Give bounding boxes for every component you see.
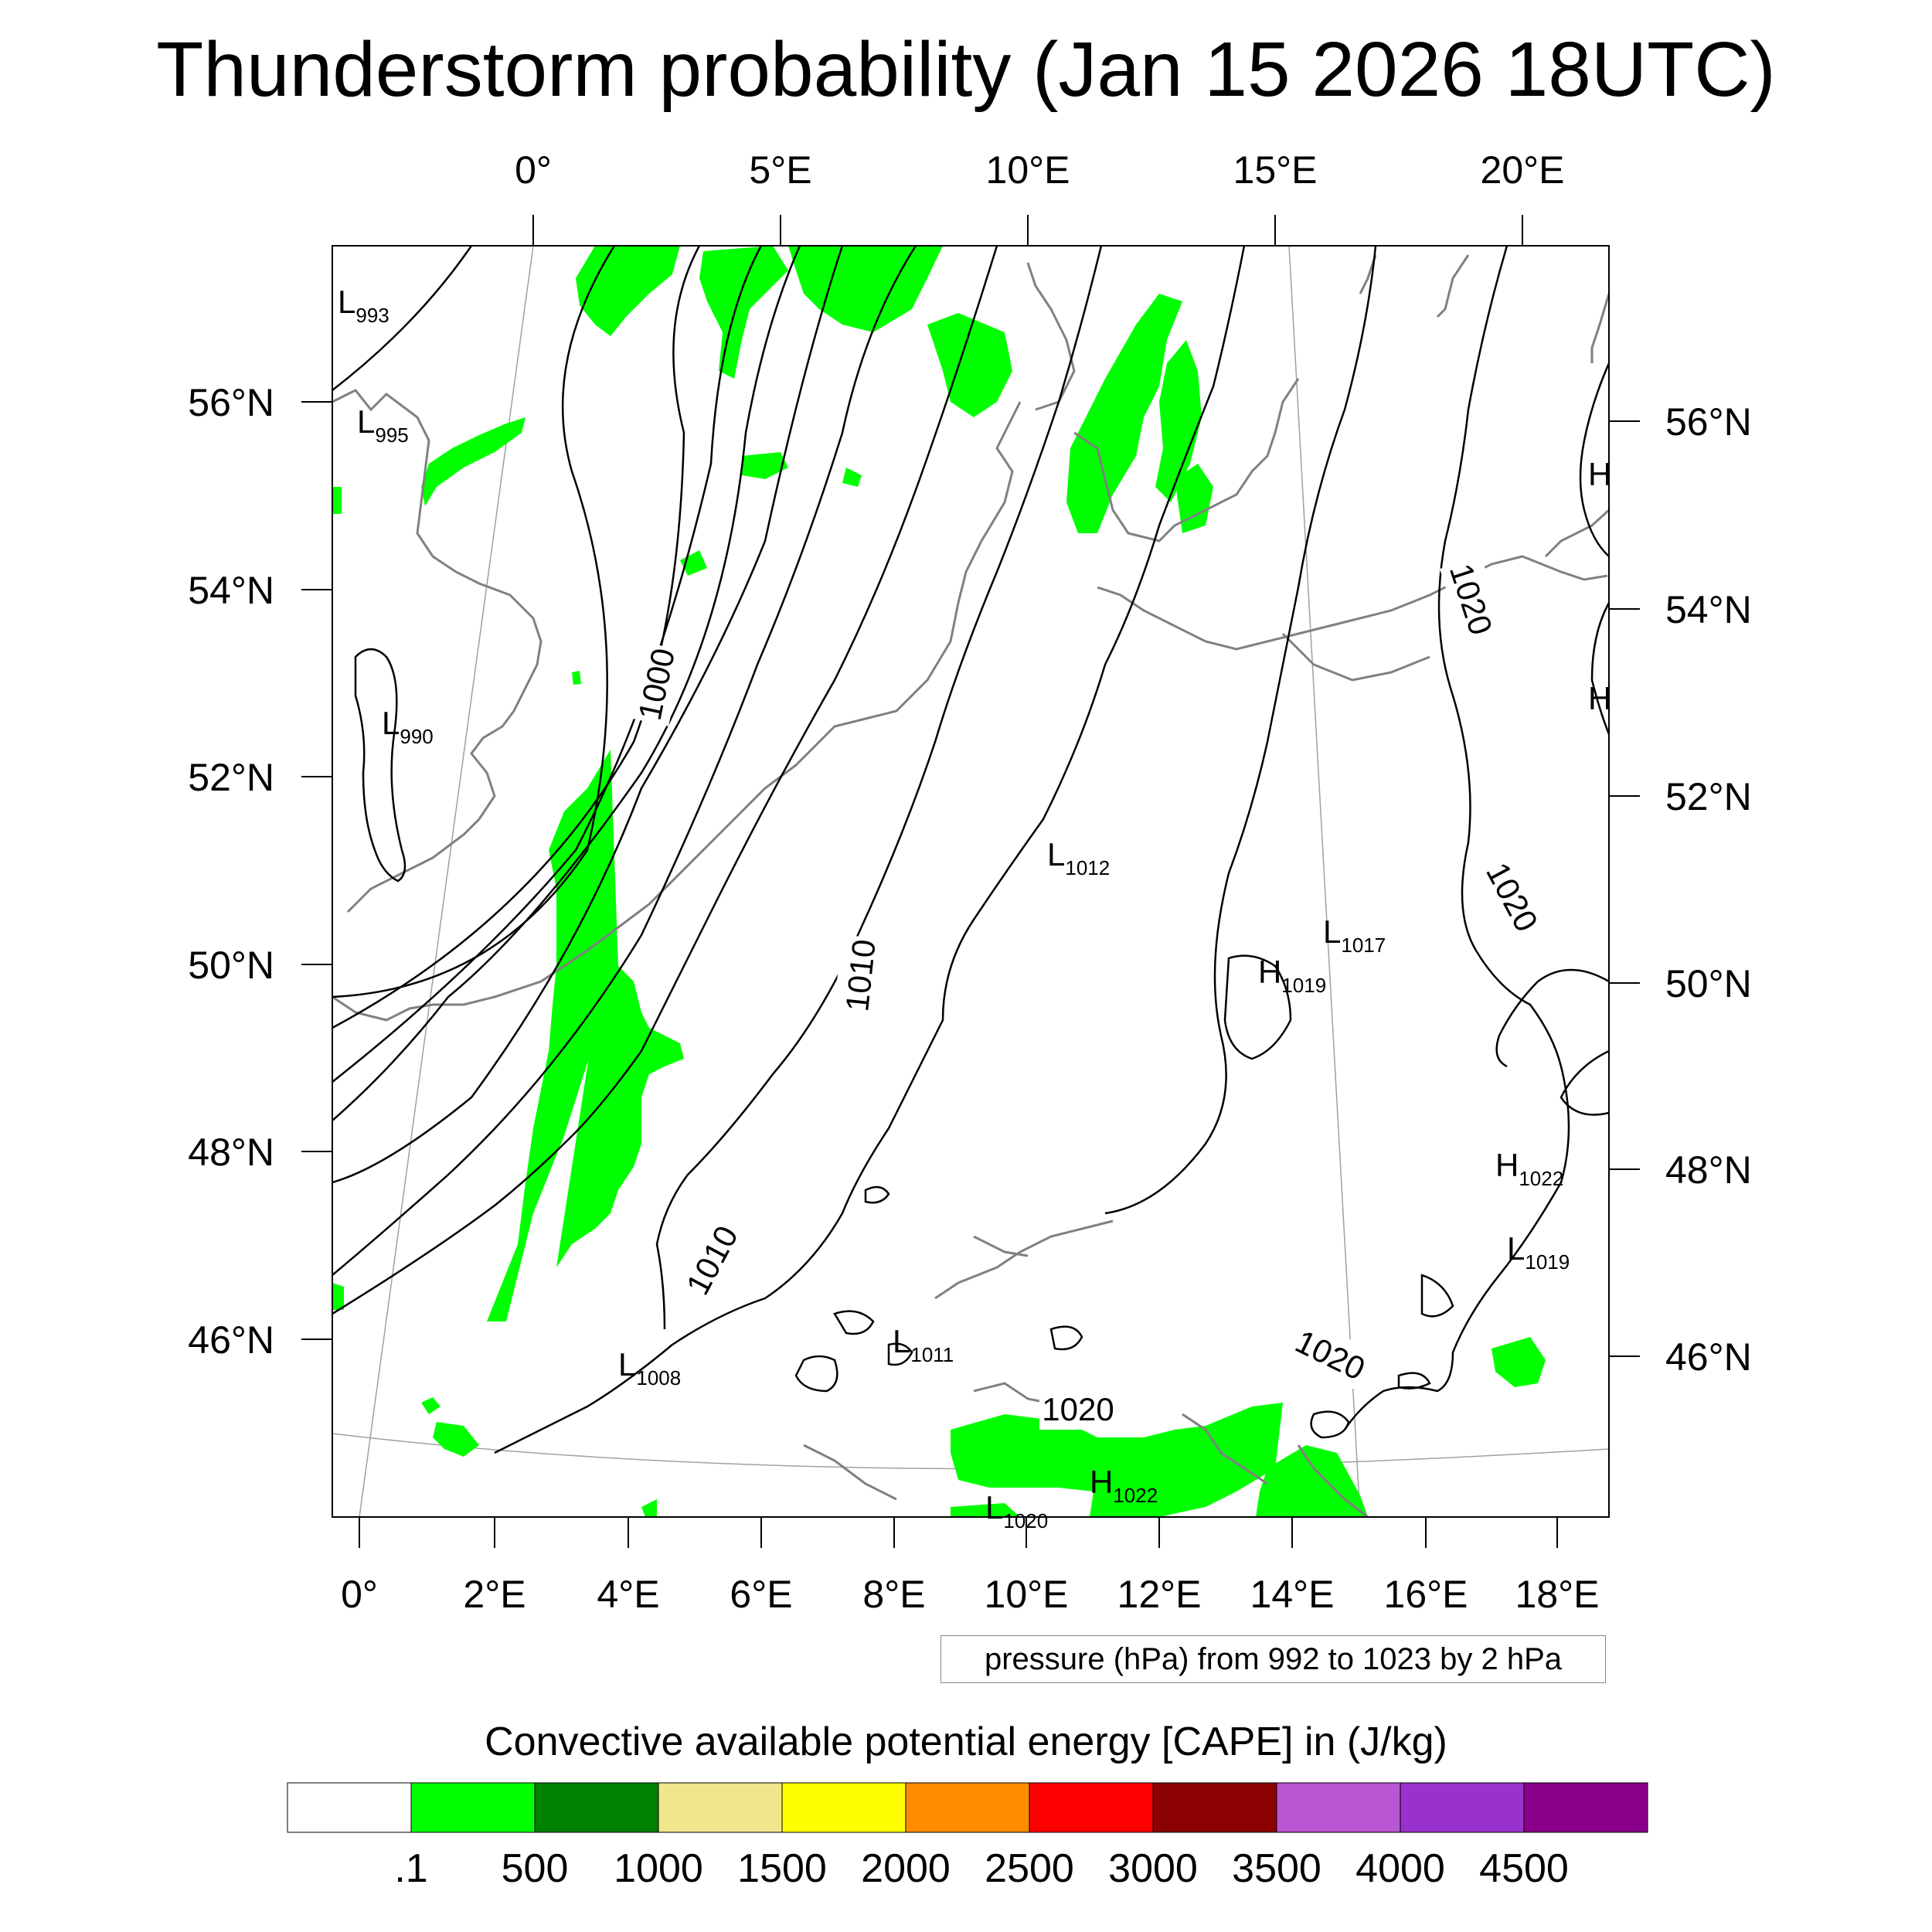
right-lat-label: 52°N xyxy=(1665,775,1752,818)
isobar-label: 1020 xyxy=(1042,1391,1114,1427)
colorbar-swatch xyxy=(781,1782,906,1833)
edge-marker: H xyxy=(1588,456,1611,492)
colorbar-label: 2500 xyxy=(985,1846,1074,1891)
right-lat-label: 48°N xyxy=(1665,1148,1752,1192)
right-lat-label: 50°N xyxy=(1665,962,1752,1005)
colorbar-swatch xyxy=(905,1782,1030,1833)
cape-areas xyxy=(332,246,1546,1517)
pressure-center: L993 xyxy=(338,284,389,327)
top-axis xyxy=(532,215,1523,246)
isobars xyxy=(332,246,1609,1454)
bottom-lon-label: 10°E xyxy=(985,1573,1069,1616)
left-lat-label: 48°N xyxy=(188,1131,274,1174)
graticule xyxy=(332,246,1609,1517)
colorbar-swatch xyxy=(287,1782,412,1833)
bottom-lon-label: 0° xyxy=(341,1573,378,1616)
colorbar-label: .1 xyxy=(394,1846,427,1891)
pressure-center: L1019 xyxy=(1507,1230,1570,1274)
pressure-info-box: pressure (hPa) from 992 to 1023 by 2 hPa xyxy=(940,1635,1606,1683)
pressure-center: L995 xyxy=(357,403,409,447)
colorbar-swatch xyxy=(1029,1782,1154,1833)
pressure-center: H1022 xyxy=(1090,1464,1158,1507)
left-axis xyxy=(301,401,332,1340)
left-lat-label: 56°N xyxy=(188,381,274,424)
right-lat-label: 46°N xyxy=(1665,1335,1752,1379)
colorbar-swatch xyxy=(534,1782,659,1833)
top-lon-label: 15°E xyxy=(1233,148,1318,192)
top-lon-label: 5°E xyxy=(749,148,811,192)
bottom-axis xyxy=(359,1517,1558,1548)
colorbar-swatch xyxy=(1152,1782,1277,1833)
map-title: Thunderstorm probability (Jan 15 2026 18… xyxy=(156,26,1776,113)
pressure-center: H1019 xyxy=(1258,954,1326,997)
bottom-lon-label: 14°E xyxy=(1250,1573,1335,1616)
left-lat-label: 54°N xyxy=(188,569,274,612)
pressure-center: L1020 xyxy=(985,1489,1048,1532)
colorbar-label: 3500 xyxy=(1232,1846,1321,1891)
pressure-center: L1008 xyxy=(618,1346,681,1389)
colorbar-swatch xyxy=(1400,1782,1525,1833)
left-lat-label: 50°N xyxy=(188,944,274,987)
top-lon-label: 10°E xyxy=(986,148,1070,192)
top-lon-label: 0° xyxy=(515,148,552,192)
top-lon-label: 20°E xyxy=(1481,148,1565,192)
pressure-center: L1012 xyxy=(1047,836,1110,879)
colorbar-label: 4500 xyxy=(1479,1846,1569,1891)
colorbar-label: 500 xyxy=(502,1846,569,1891)
legend-title: Convective available potential energy [C… xyxy=(485,1719,1447,1764)
colorbar-swatch xyxy=(1276,1782,1401,1833)
colorbar-label: 3000 xyxy=(1108,1846,1198,1891)
colorbar-label: 1500 xyxy=(737,1846,827,1891)
bottom-lon-label: 16°E xyxy=(1384,1573,1468,1616)
colorbar-swatch xyxy=(658,1782,783,1833)
bottom-lon-label: 18°E xyxy=(1515,1573,1600,1616)
colorbar-label: 1000 xyxy=(614,1846,703,1891)
edge-marker: H xyxy=(1588,680,1611,716)
pressure-centers: L993 L995 L990 L1012 L1017 H1019 H1022 L… xyxy=(338,284,1611,1532)
right-lat-label: 56°N xyxy=(1665,400,1752,444)
colorbar-label: 4000 xyxy=(1355,1846,1445,1891)
bottom-lon-label: 6°E xyxy=(730,1573,792,1616)
left-lat-label: 52°N xyxy=(188,756,274,799)
isobar-label: 1010 xyxy=(838,937,883,1013)
map-frame xyxy=(332,245,1610,1518)
bottom-lon-label: 4°E xyxy=(597,1573,659,1616)
right-lat-label: 54°N xyxy=(1665,588,1752,631)
pressure-center: L990 xyxy=(382,705,434,748)
right-axis xyxy=(1609,420,1640,1357)
bottom-lon-label: 12°E xyxy=(1117,1573,1202,1616)
bottom-lon-label: 2°E xyxy=(463,1573,526,1616)
pressure-center: L1017 xyxy=(1323,913,1386,957)
left-lat-label: 46°N xyxy=(188,1318,274,1362)
pressure-center: L1011 xyxy=(893,1323,954,1366)
colorbar-swatch xyxy=(410,1782,536,1833)
bottom-lon-label: 8°E xyxy=(862,1573,925,1616)
colorbar-label: 2000 xyxy=(861,1846,951,1891)
colorbar xyxy=(287,1782,1648,1833)
colorbar-swatch xyxy=(1523,1782,1648,1833)
pressure-center: H1022 xyxy=(1495,1147,1563,1190)
